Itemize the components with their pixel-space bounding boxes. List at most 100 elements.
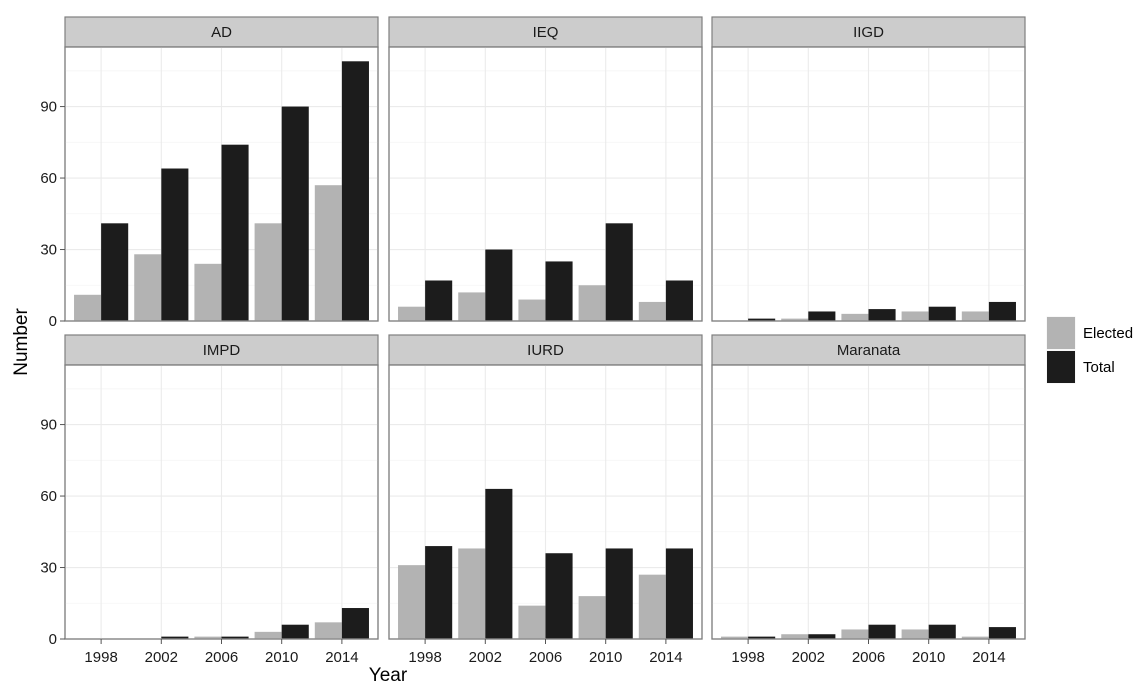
legend: Elected Total <box>1045 315 1133 385</box>
x-tick-label: 1998 <box>84 649 117 666</box>
bar-total-2006 <box>221 636 249 639</box>
bar-elected-2010 <box>254 631 282 639</box>
y-tick-label: 90 <box>40 99 57 116</box>
bar-elected-2006 <box>841 313 869 321</box>
bar-total-1998 <box>101 223 129 321</box>
facet-panel-ieq: IEQ <box>388 16 703 322</box>
bar-total-1998 <box>748 318 776 321</box>
x-tick-label: 1998 <box>731 649 764 666</box>
bar-total-2010 <box>281 106 309 321</box>
x-tick-label: 2006 <box>852 649 885 666</box>
panel-border <box>711 46 1026 322</box>
bar-elected-1998 <box>398 565 426 639</box>
legend-key-swatch <box>1047 351 1075 383</box>
bar-total-2014 <box>665 280 693 321</box>
bar-elected-2010 <box>901 311 929 321</box>
bar-elected-1998 <box>721 636 749 639</box>
bar-elected-2006 <box>841 629 869 639</box>
panel-border <box>388 46 703 322</box>
legend-label: Total <box>1083 359 1115 376</box>
bar-total-2010 <box>605 223 633 321</box>
y-tick-label: 0 <box>49 313 57 330</box>
bar-total-2014 <box>988 301 1016 321</box>
x-tick-label: 2006 <box>529 649 562 666</box>
y-tick-label: 60 <box>40 488 57 505</box>
facet-strip-label: AD <box>211 24 232 41</box>
facet-strip-label: IMPD <box>203 342 241 359</box>
x-tick-label: 2002 <box>469 649 502 666</box>
bar-total-2006 <box>545 261 573 321</box>
bar-total-1998 <box>425 280 453 321</box>
facet-strip <box>711 334 1026 366</box>
x-tick-label: 2006 <box>205 649 238 666</box>
bar-elected-2002 <box>781 634 809 639</box>
facet-panel-ad: AD 0 30 60 90 <box>40 16 379 330</box>
bar-total-2006 <box>545 553 573 639</box>
bar-elected-2014 <box>314 185 342 321</box>
y-tick-label: 0 <box>49 631 57 648</box>
bar-elected-2006 <box>518 605 546 639</box>
bar-elected-2014 <box>638 301 666 321</box>
x-tick-label: 2010 <box>589 649 622 666</box>
bar-elected-2014 <box>314 622 342 639</box>
bar-elected-2006 <box>518 299 546 321</box>
y-tick-label: 60 <box>40 170 57 187</box>
bar-elected-2006 <box>194 263 222 321</box>
bar-total-2002 <box>485 249 513 321</box>
y-tick-label: 90 <box>40 417 57 434</box>
facet-panel-iigd: IIGD <box>711 16 1026 322</box>
bar-total-2010 <box>928 306 956 321</box>
bar-total-2010 <box>281 624 309 639</box>
x-tick-label: 2010 <box>265 649 298 666</box>
bar-total-2002 <box>808 311 836 321</box>
x-tick-label: 1998 <box>408 649 441 666</box>
facet-strip-label: IEQ <box>533 24 559 41</box>
bar-elected-2010 <box>578 285 606 321</box>
bar-elected-2014 <box>961 311 989 321</box>
bar-total-2014 <box>341 61 369 321</box>
bar-total-2002 <box>808 634 836 639</box>
panel-border <box>64 46 379 322</box>
bar-elected-2006 <box>194 636 222 639</box>
bar-total-2014 <box>665 548 693 639</box>
bar-total-2014 <box>988 627 1016 639</box>
bar-elected-2010 <box>254 223 282 321</box>
bar-total-2010 <box>605 548 633 639</box>
facet-panel-impd: IMPD 0 30 60 90 1998 2002 2006 2010 2014 <box>40 334 379 666</box>
legend-item-total: Total <box>1045 349 1115 385</box>
bar-elected-2010 <box>578 596 606 639</box>
bar-elected-2002 <box>458 292 486 321</box>
bar-total-2002 <box>161 636 189 639</box>
y-tick-label: 30 <box>40 560 57 577</box>
bar-total-1998 <box>748 636 776 639</box>
bar-elected-2014 <box>638 574 666 639</box>
facet-strip-label: IURD <box>527 342 564 359</box>
x-tick-label: 2014 <box>972 649 1005 666</box>
facet-strip <box>388 334 703 366</box>
bar-total-2002 <box>485 488 513 639</box>
legend-key-swatch <box>1047 317 1075 349</box>
x-axis-title: Year <box>369 665 408 684</box>
bar-elected-2002 <box>134 254 162 321</box>
legend-item-elected: Elected <box>1045 315 1133 351</box>
bar-elected-1998 <box>74 294 102 321</box>
bar-total-1998 <box>425 546 453 639</box>
facet-strip <box>388 16 703 48</box>
bar-total-2002 <box>161 168 189 321</box>
facet-panels: AD 0 30 60 90 IEQ IIGD IMPD 0 30 60 90 1998 2002 2006 2… <box>40 16 1026 666</box>
x-tick-label: 2010 <box>912 649 945 666</box>
bar-elected-1998 <box>398 306 426 321</box>
legend-label: Elected <box>1083 325 1133 342</box>
facet-panel-iurd: IURD 1998 2002 2006 2010 2014 <box>388 334 703 666</box>
facet-strip <box>64 334 379 366</box>
y-axis-title: Number <box>11 308 32 376</box>
facet-panel-maranata: Maranata 1998 2002 2006 2010 2014 <box>711 334 1026 666</box>
bar-total-2006 <box>868 624 896 639</box>
facet-strip-label: IIGD <box>853 24 884 41</box>
bar-elected-2014 <box>961 636 989 639</box>
bar-total-2006 <box>868 309 896 321</box>
bar-total-2014 <box>341 608 369 639</box>
facet-strip-label: Maranata <box>837 342 901 359</box>
x-tick-label: 2014 <box>325 649 358 666</box>
